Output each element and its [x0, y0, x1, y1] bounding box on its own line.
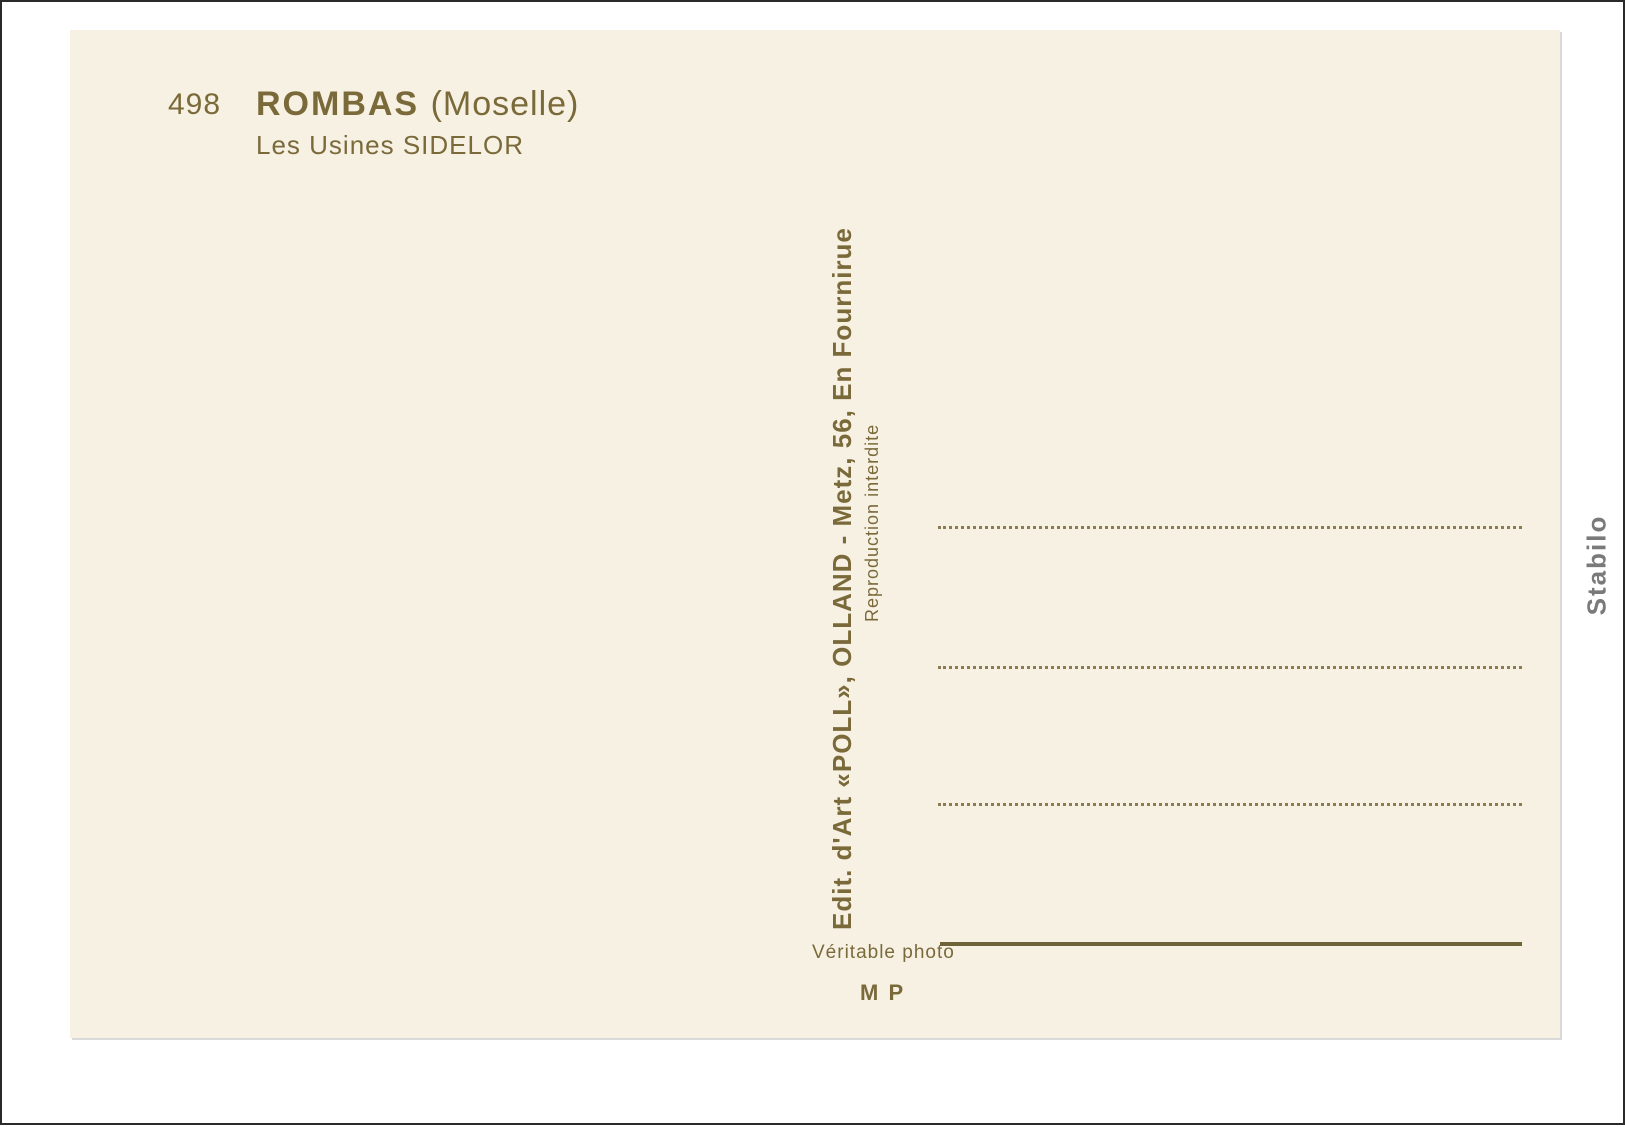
card-title-region: (Moselle) — [431, 85, 580, 123]
address-line-2 — [938, 666, 1522, 669]
address-line-3 — [938, 803, 1522, 806]
publisher-line: Edit. d'Art «POLL», OLLAND - Metz, 56, E… — [827, 900, 1625, 930]
card-title: ROMBAS (Moselle) — [256, 85, 579, 124]
address-line-solid — [940, 942, 1522, 946]
page-frame: 498 ROMBAS (Moselle) Les Usines SIDELOR … — [0, 0, 1625, 1125]
postcard-back: 498 ROMBAS (Moselle) Les Usines SIDELOR … — [70, 30, 1560, 1038]
card-subtitle: Les Usines SIDELOR — [256, 130, 524, 161]
address-line-1 — [938, 526, 1522, 529]
watermark-container: Stabilo — [1577, 2, 1617, 1127]
mp-mark: M P — [860, 980, 905, 1006]
reproduction-notice: Reproduction interdite — [862, 424, 883, 622]
veritable-photo-label: Véritable photo — [812, 942, 955, 964]
card-title-main: ROMBAS — [256, 85, 419, 123]
watermark-text: Stabilo — [1582, 514, 1613, 615]
card-number: 498 — [168, 88, 221, 122]
